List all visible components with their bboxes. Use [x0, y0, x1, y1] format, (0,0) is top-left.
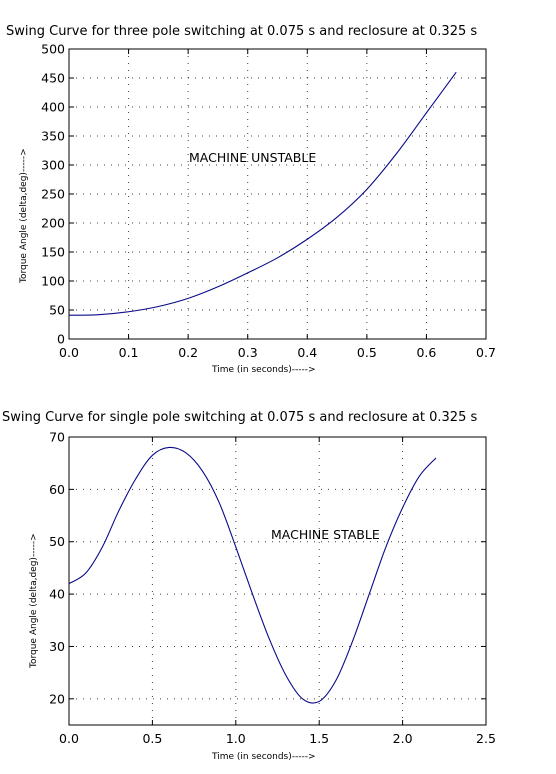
x-tick-label: 0.7 [476, 345, 496, 360]
y-tick-label: 0 [57, 332, 65, 347]
y-tick-label: 400 [41, 100, 65, 115]
x-tick-label: 1.5 [309, 731, 329, 746]
x-tick-label: 0.3 [238, 345, 258, 360]
y-tick-label: 250 [41, 187, 65, 202]
y-axis-label: Torque Angle (delta,deg)-----> [29, 533, 39, 669]
x-tick-label: 0.1 [119, 345, 139, 360]
x-tick-labels: 0.0 0.1 0.2 0.3 0.4 0.5 0.6 0.7 [59, 345, 496, 360]
annotation-machine-unstable: MACHINE UNSTABLE [189, 150, 316, 165]
x-tick-label: 0.5 [357, 345, 377, 360]
x-tick-label: 0.0 [59, 345, 79, 360]
y-tick-label: 100 [41, 274, 65, 289]
y-tick-labels: 20 30 40 50 60 70 [49, 430, 65, 707]
series-line [68, 71, 457, 316]
y-tick-label: 200 [41, 216, 65, 231]
chart-title: Swing Curve for single pole switching at… [2, 410, 477, 425]
tick-marks [68, 436, 487, 725]
y-axis-label: Torque Angle (delta,deg)-----> [19, 148, 29, 284]
y-tick-label: 50 [49, 534, 65, 549]
x-tick-label: 0.0 [59, 731, 79, 746]
y-tick-label: 70 [49, 430, 65, 445]
grid [69, 437, 486, 725]
x-tick-label: 1.0 [226, 731, 246, 746]
grid [69, 49, 486, 339]
y-tick-label: 500 [41, 42, 65, 57]
series-line [68, 446, 437, 704]
x-axis-label: Time (in seconds)-----> [211, 365, 316, 375]
x-tick-labels: 0.0 0.5 1.0 1.5 2.0 2.5 [59, 731, 496, 746]
y-tick-label: 40 [49, 587, 65, 602]
y-tick-label: 450 [41, 71, 65, 86]
x-tick-label: 2.5 [476, 731, 496, 746]
x-tick-label: 0.6 [416, 345, 436, 360]
x-tick-label: 2.0 [393, 731, 413, 746]
x-axis-label: Time (in seconds)-----> [211, 752, 316, 762]
y-tick-label: 60 [49, 482, 65, 497]
y-tick-label: 150 [41, 245, 65, 260]
x-tick-label: 0.2 [178, 345, 198, 360]
chart-three-pole: Swing Curve for three pole switching at … [6, 24, 496, 375]
y-tick-label: 30 [49, 639, 65, 654]
data-points [69, 447, 436, 701]
y-tick-label: 300 [41, 158, 65, 173]
chart-title: Swing Curve for three pole switching at … [6, 24, 477, 39]
x-tick-label: 0.4 [297, 345, 317, 360]
chart-single-pole: Swing Curve for single pole switching at… [2, 410, 496, 762]
plot-frame [68, 436, 487, 726]
y-tick-label: 350 [41, 129, 65, 144]
y-tick-label: 50 [49, 303, 65, 318]
annotation-machine-stable: MACHINE STABLE [271, 527, 380, 542]
y-tick-label: 20 [49, 691, 65, 706]
y-tick-labels: 0 50 100 150 200 250 300 350 400 450 500 [41, 42, 65, 347]
tick-marks [68, 48, 487, 340]
x-tick-label: 0.5 [142, 731, 162, 746]
plot-frame [68, 48, 487, 340]
